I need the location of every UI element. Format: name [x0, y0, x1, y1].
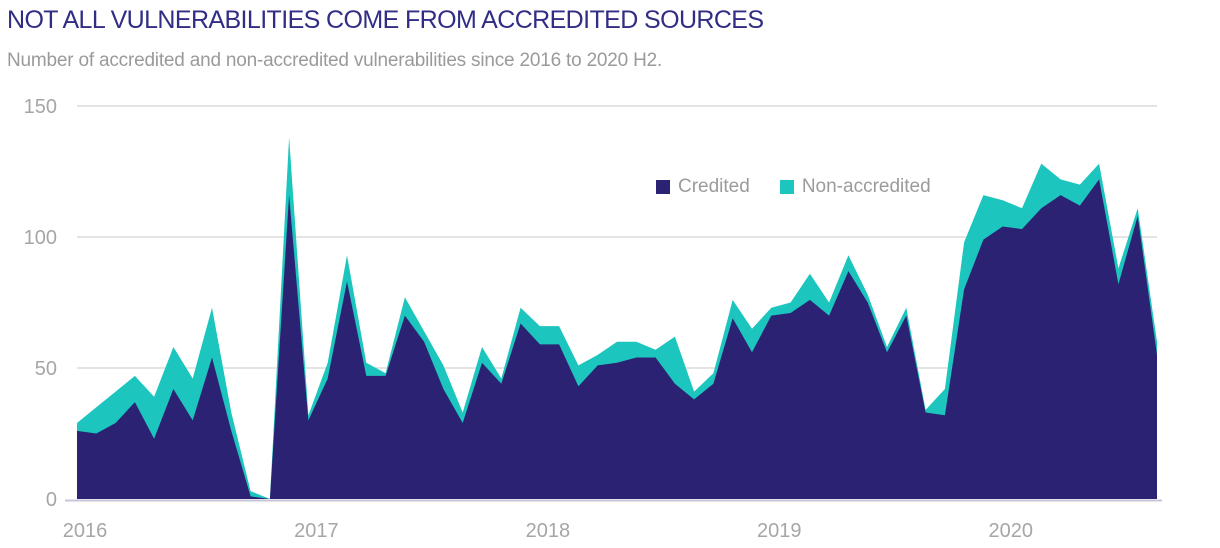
y-tick-label: 0: [46, 489, 57, 511]
x-tick-label: 2020: [988, 520, 1033, 542]
page-subtitle: Number of accredited and non-accredited …: [7, 50, 663, 71]
legend-item-credited: Credited: [656, 176, 750, 198]
legend-label-non-accredited: Non-accredited: [801, 176, 931, 197]
y-tick-label: 150: [24, 96, 57, 118]
credited-area: [77, 179, 1157, 499]
page-title: NOT ALL VULNERABILITIES COME FROM ACCRED…: [7, 6, 764, 34]
legend-item-non-accredited: Non-accredited: [779, 176, 931, 198]
x-tick-label: 2017: [294, 520, 339, 542]
legend-label-credited: Credited: [678, 176, 750, 197]
non-accredited-swatch-icon: [779, 180, 794, 194]
credited-swatch-icon: [656, 180, 670, 194]
chart-legend: Credited Non-accredited: [656, 176, 931, 198]
x-tick-label: 2019: [757, 520, 802, 542]
x-tick-label: 2018: [526, 520, 571, 542]
x-tick-label: 2016: [63, 520, 108, 542]
y-tick-label: 100: [24, 227, 57, 249]
y-tick-label: 50: [35, 358, 57, 380]
